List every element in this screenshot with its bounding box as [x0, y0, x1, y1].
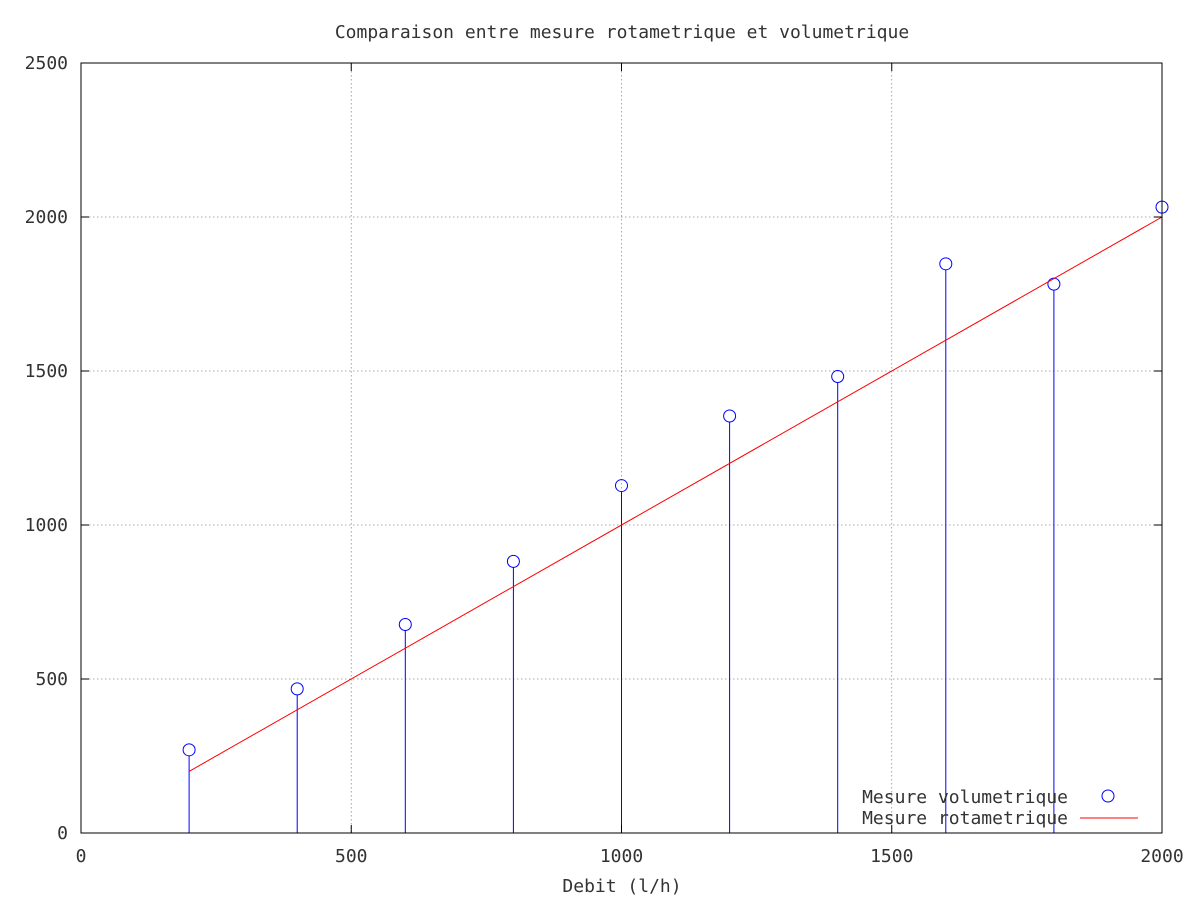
x-tick-label: 0	[76, 846, 87, 867]
plot-area	[182, 200, 1169, 833]
data-point-circle	[506, 554, 520, 568]
legend-label: Mesure volumetrique	[862, 787, 1068, 808]
chart-title: Comparaison entre mesure rotametrique et…	[335, 22, 909, 43]
y-tick-label: 2000	[25, 207, 68, 228]
legend-label: Mesure rotametrique	[862, 808, 1068, 829]
y-tick-label: 1000	[25, 515, 68, 536]
x-tick-label: 500	[335, 846, 368, 867]
y-tick-label: 1500	[25, 361, 68, 382]
x-axis-label: Debit (l/h)	[562, 876, 681, 897]
data-point-circle	[398, 617, 412, 631]
data-point-circle	[290, 682, 304, 696]
x-tick-label: 2000	[1140, 846, 1183, 867]
x-tick-label: 1500	[870, 846, 913, 867]
data-point-circle	[939, 257, 953, 271]
data-point-circle	[723, 409, 737, 423]
legend-circle-swatch	[1101, 789, 1115, 803]
y-tick-label: 2500	[25, 53, 68, 74]
y-tick-label: 500	[35, 669, 68, 690]
series-line-rotametrique	[188, 216, 1163, 772]
data-point-circle	[831, 370, 845, 384]
data-point-circle	[182, 743, 196, 757]
axis-ticks: 0 500 1000 1500 2000 0 500 1000 1500 2000 2500	[25, 53, 1184, 867]
y-tick-label: 0	[57, 823, 68, 844]
x-tick-label: 1000	[600, 846, 643, 867]
data-point-circle	[615, 479, 628, 493]
